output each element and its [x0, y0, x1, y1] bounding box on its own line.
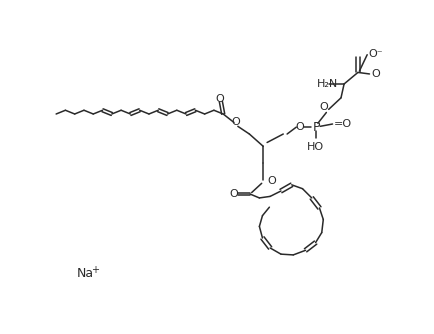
Text: O: O: [215, 94, 224, 104]
Text: O: O: [268, 176, 276, 186]
Text: HO: HO: [307, 142, 324, 152]
Text: =O: =O: [334, 119, 352, 129]
Text: P: P: [312, 121, 320, 134]
Text: O⁻: O⁻: [368, 49, 383, 59]
Text: O: O: [371, 69, 380, 79]
Text: +: +: [92, 265, 99, 275]
Text: O: O: [231, 118, 240, 128]
Text: H₂N: H₂N: [317, 79, 339, 89]
Text: O: O: [296, 122, 305, 132]
Text: Na: Na: [77, 267, 94, 280]
Text: O: O: [230, 189, 238, 199]
Text: O: O: [320, 102, 329, 112]
